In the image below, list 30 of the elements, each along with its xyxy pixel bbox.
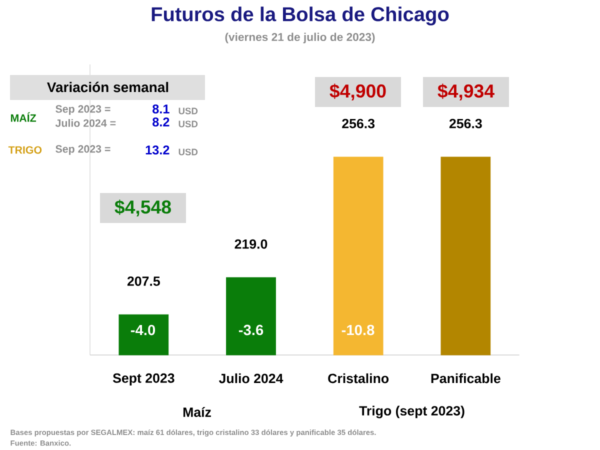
annotation: USD — [178, 120, 198, 128]
annotation: -3.6 — [238, 324, 264, 336]
annotation: USD — [178, 108, 198, 114]
annotation: 13.2 — [146, 146, 170, 154]
annotation: $4,548 — [114, 200, 171, 216]
text: Maíz — [183, 407, 211, 417]
text: Trigo (sept 2023) — [359, 406, 464, 418]
annotation: Sep 2023 = — [56, 145, 110, 155]
text: MAÍZ — [10, 112, 36, 122]
data-label: 256.3 — [342, 118, 375, 128]
annotation: Sep 2023 = — [56, 105, 110, 115]
x-tick-label: Julio 2024 — [218, 373, 284, 384]
x-tick-label: Sept 2023 — [112, 373, 174, 386]
data-label: 256.3 — [449, 118, 482, 128]
annotation: 8.1 — [152, 104, 170, 114]
x-tick-label: Cristalino — [328, 373, 389, 384]
annotation: $4,900 — [330, 84, 386, 100]
annotation: -4.0 — [130, 324, 156, 336]
annotation: -10.8 — [342, 324, 374, 336]
annotation: USD — [178, 148, 198, 156]
chart-subtitle: (viernes 21 de julio de 2023) — [225, 32, 375, 44]
x-tick-label: Panificable — [431, 373, 500, 384]
chart-title: Futuros de la Bolsa de Chicago — [152, 6, 449, 26]
annotation: $4,934 — [438, 84, 494, 100]
data-label: 219.0 — [234, 239, 268, 249]
annotation: 8.2 — [152, 118, 170, 126]
data-label: 207.5 — [127, 276, 160, 286]
text: TRIGO — [8, 146, 42, 154]
annotation: Variación semanal — [47, 82, 168, 92]
annotation: Julio 2024 = — [55, 119, 116, 127]
